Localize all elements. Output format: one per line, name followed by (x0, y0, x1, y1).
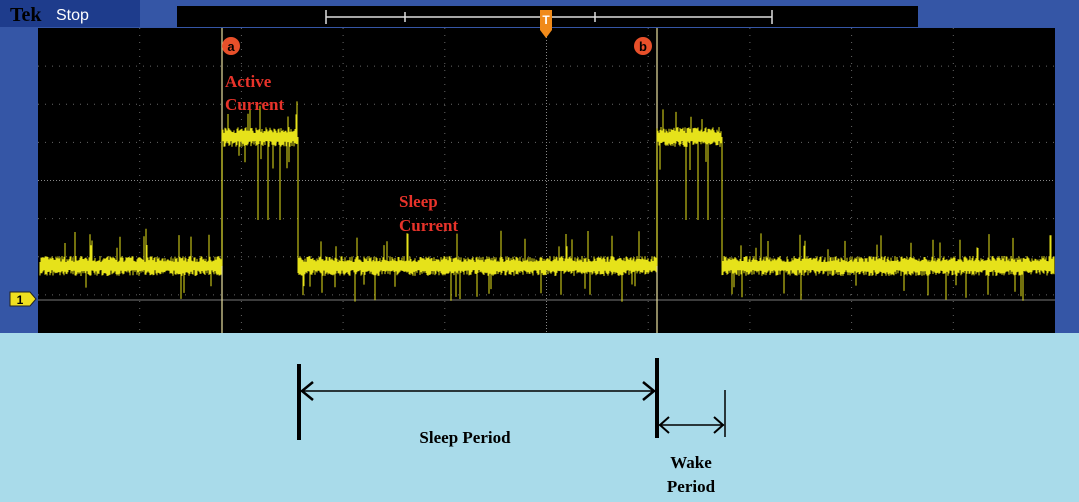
sleep-label: Sleep (399, 192, 438, 211)
channel-label: 1 (17, 293, 24, 307)
cursor-a-label: a (227, 39, 235, 54)
brand: Tek (10, 4, 42, 26)
status: Stop (56, 7, 89, 24)
wake-period-label: Wake (670, 453, 712, 472)
page: Tek Stop T 1 a b Active Current Sleep Cu… (0, 0, 1079, 502)
active-label: Current (225, 95, 285, 114)
scope-screenshot: Tek Stop T 1 a b Active Current Sleep Cu… (0, 0, 1079, 502)
sleep-period-label: Sleep Period (419, 428, 511, 447)
trigger-label: T (542, 13, 550, 27)
annotation-area (0, 333, 1079, 502)
active-label: Active (225, 72, 272, 91)
sleep-label: Current (399, 216, 459, 235)
wake-period-label: Period (667, 477, 716, 496)
cursor-b-label: b (639, 39, 647, 54)
